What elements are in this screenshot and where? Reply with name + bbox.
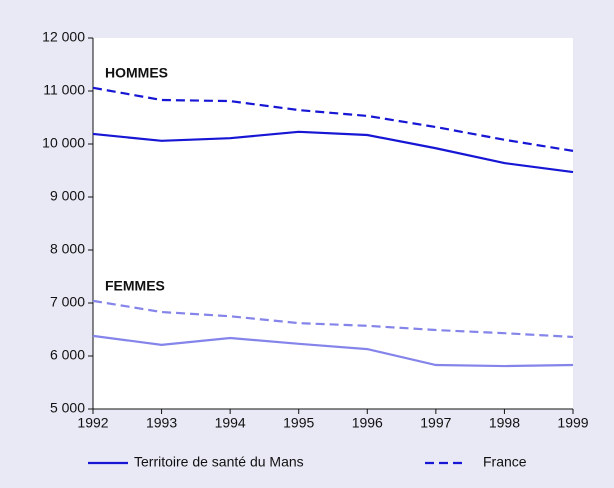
y-tick-label: 7 000 [50, 294, 85, 310]
x-tick-label: 1994 [215, 415, 246, 431]
line-series [92, 130, 574, 174]
x-tick-label: 1995 [283, 415, 314, 431]
y-tick-label: 6 000 [50, 347, 85, 363]
y-tick-label: 11 000 [43, 82, 85, 98]
y-tick-label: 5 000 [50, 400, 85, 416]
x-tick-label: 1993 [146, 415, 177, 431]
annotation: HOMMES [105, 65, 168, 81]
legend-label: France [483, 454, 527, 470]
y-tick-label: 12 000 [42, 29, 85, 45]
line-series [92, 334, 574, 368]
x-tick-label: 1999 [557, 415, 588, 431]
x-tick-label: 1992 [77, 415, 108, 431]
y-tick-label: 9 000 [50, 188, 85, 204]
y-tick-label: 8 000 [50, 241, 85, 257]
legend-label: Territoire de santé du Mans [134, 454, 304, 470]
plot-area [93, 38, 573, 409]
x-tick-label: 1997 [420, 415, 451, 431]
x-tick-label: 1996 [352, 415, 383, 431]
x-tick-label: 1998 [489, 415, 520, 431]
line-series [92, 299, 574, 339]
y-tick-label: 10 000 [42, 135, 85, 151]
annotation: FEMMES [105, 278, 165, 294]
line-series [92, 86, 574, 152]
